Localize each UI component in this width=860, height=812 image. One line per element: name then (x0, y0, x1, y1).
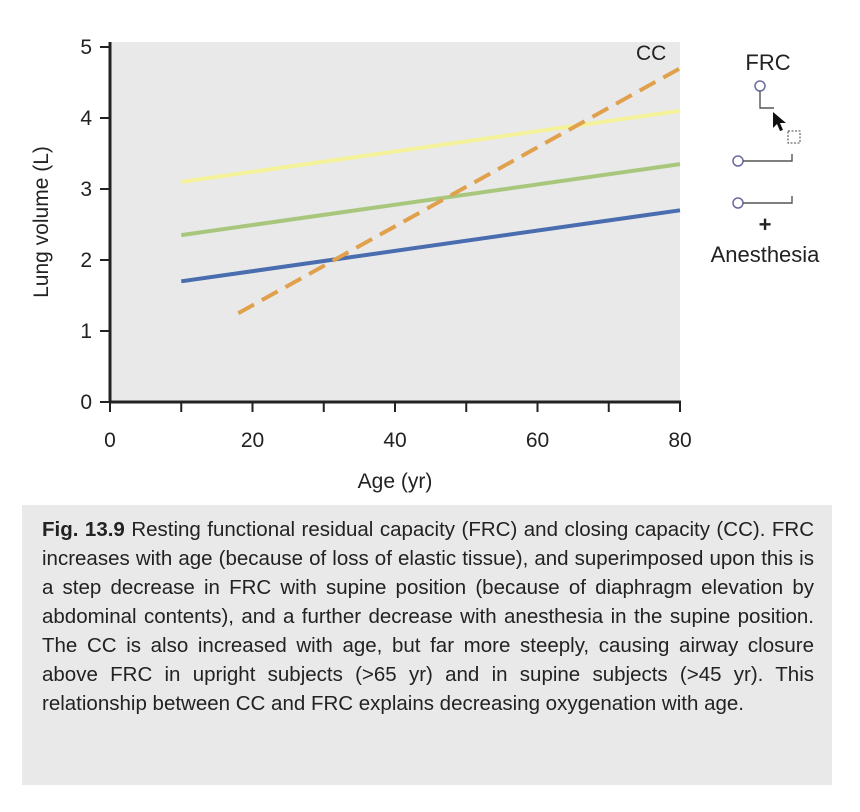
legend-anesthesia-knob-icon (732, 197, 744, 209)
legend-plus: + (759, 212, 772, 237)
x-tick-label: 80 (668, 429, 691, 452)
x-tick-label: 60 (526, 429, 549, 452)
x-tick-label: 0 (104, 429, 116, 452)
y-tick-label: 2 (80, 249, 92, 272)
legend-anesthesia-stem-icon (743, 196, 793, 204)
y-tick-label: 5 (80, 36, 92, 59)
y-tick-label: 3 (80, 178, 92, 201)
y-tick-label: 1 (80, 320, 92, 343)
y-tick-label: 4 (80, 107, 92, 130)
x-axis-label: Age (yr) (358, 470, 433, 493)
cursor-arrow-icon (773, 112, 786, 131)
y-tick-label: 0 (80, 391, 92, 414)
y-ticks: 0 1 2 3 4 5 (80, 36, 110, 414)
x-ticks: 0 20 40 60 80 (104, 402, 692, 452)
y-axis-label: Lung volume (L) (30, 146, 53, 298)
series-lines (180, 66, 681, 315)
series-line (180, 208, 681, 284)
legend-supine-knob-icon (732, 155, 744, 167)
series-line (237, 66, 681, 315)
series-line (180, 162, 681, 238)
legend-upright-stem-icon (759, 91, 774, 109)
legend-anesthesia-label: Anesthesia (711, 242, 821, 267)
figure-caption-text: Resting functional residual capacity (FR… (42, 518, 815, 715)
cursor-box-icon (787, 130, 801, 144)
x-tick-label: 20 (241, 429, 264, 452)
legend-supine-stem-icon (743, 154, 793, 162)
legend-upright-knob-icon (754, 80, 766, 92)
cc-annotation-label: CC (636, 42, 666, 65)
legend: FRC + Anesthesia (711, 50, 821, 267)
legend-title: FRC (745, 50, 790, 75)
x-tick-label: 40 (383, 429, 406, 452)
chart: 0 1 2 3 4 5 0 20 40 60 80 CC Age (yr) Lung volume… (30, 36, 821, 493)
figure-caption: Fig. 13.9 Resting functional residual ca… (22, 505, 832, 785)
figure-caption-label: Fig. 13.9 (42, 518, 125, 541)
series-line (180, 108, 681, 184)
